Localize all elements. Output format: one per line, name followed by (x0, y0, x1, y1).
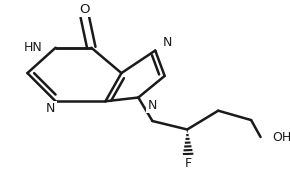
Text: O: O (79, 3, 90, 16)
Text: N: N (46, 102, 56, 115)
Text: F: F (185, 157, 192, 170)
Text: N: N (148, 98, 157, 112)
Text: HN: HN (24, 41, 42, 54)
Text: N: N (163, 37, 172, 50)
Text: OH: OH (272, 130, 290, 143)
